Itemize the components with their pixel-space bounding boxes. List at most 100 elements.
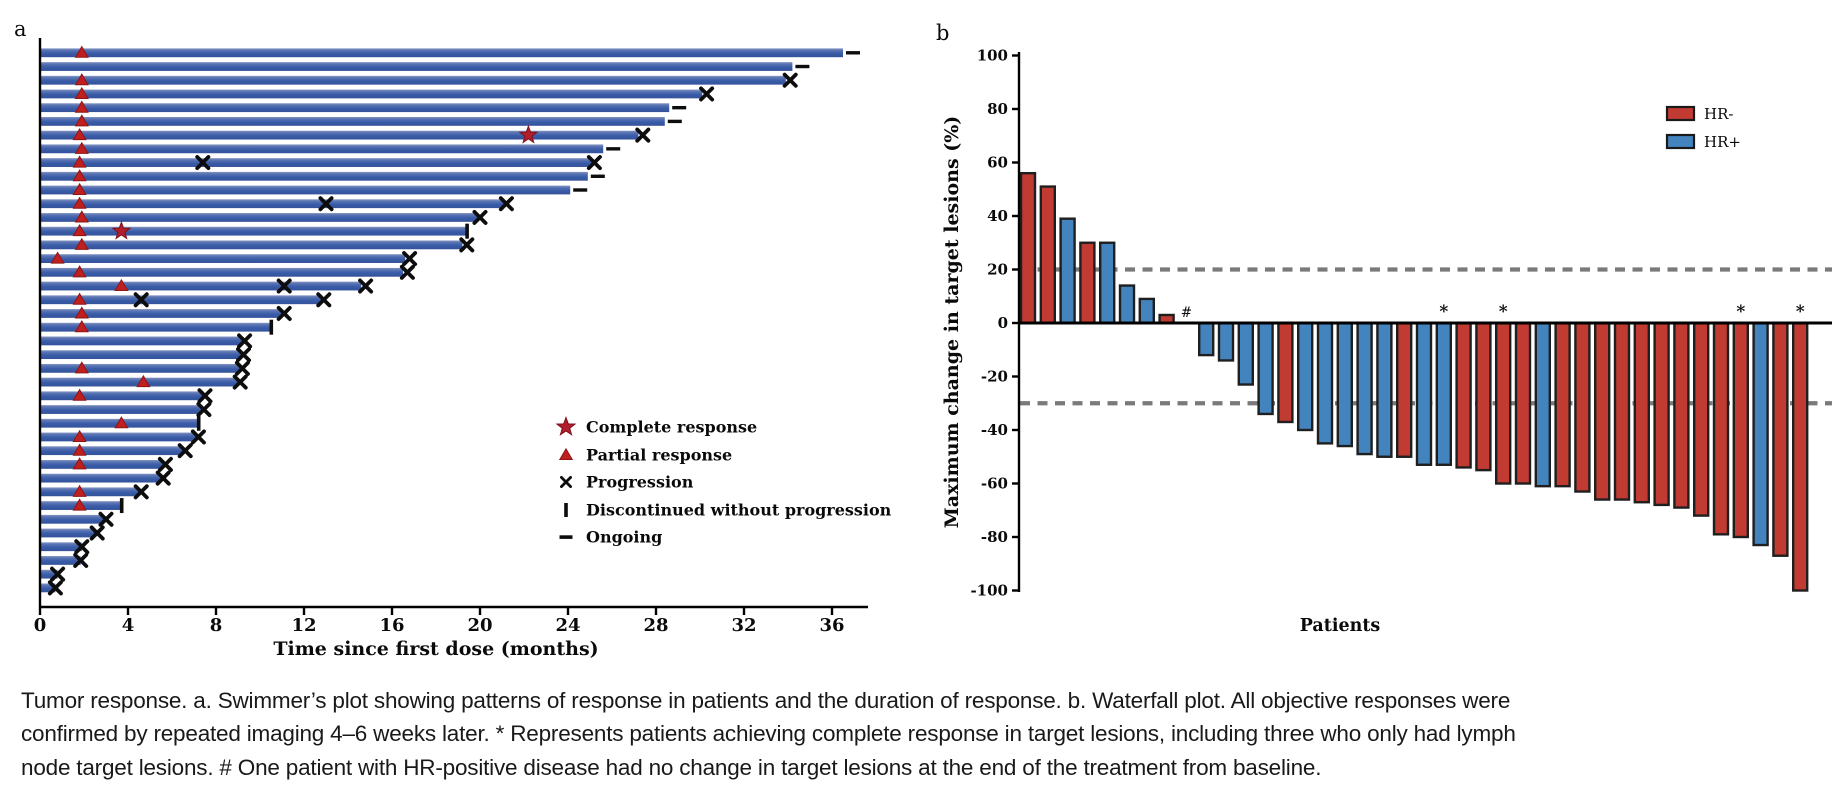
partial-response-triangle-icon bbox=[74, 45, 89, 58]
swimmer-bar bbox=[40, 556, 81, 565]
progression-x-icon bbox=[276, 278, 292, 294]
progression-x-icon bbox=[586, 155, 602, 171]
x-tick-label: 20 bbox=[467, 615, 492, 636]
waterfall-bar bbox=[1455, 321, 1472, 469]
progression-x-icon bbox=[157, 456, 173, 472]
complete-response-asterisk: * bbox=[1796, 302, 1805, 322]
swimmer-bar bbox=[40, 391, 203, 401]
x-tick-label: 28 bbox=[643, 615, 668, 636]
waterfall-bar bbox=[1514, 321, 1532, 485]
waterfall-bar bbox=[1791, 321, 1809, 592]
y-tick-label: 80 bbox=[987, 100, 1008, 118]
swimmer-bar bbox=[40, 569, 58, 579]
waterfall-bar bbox=[1079, 241, 1096, 325]
waterfall-bar bbox=[1019, 171, 1037, 325]
swimmer-bar bbox=[40, 377, 238, 387]
panel-b-label: b bbox=[936, 21, 949, 45]
swimmer-bar bbox=[40, 309, 282, 318]
progression-x-icon bbox=[635, 127, 651, 143]
progression-x-icon bbox=[402, 251, 418, 267]
progression-x-icon bbox=[399, 264, 415, 280]
waterfall-bar bbox=[1316, 321, 1334, 445]
swimmer-bar bbox=[40, 103, 670, 113]
swimmer-bar bbox=[40, 226, 467, 236]
caption-line: Tumor response. a. Swimmer’s plot showin… bbox=[21, 688, 1511, 713]
x-tick-label: 36 bbox=[819, 615, 844, 636]
swimmer-bar bbox=[40, 446, 183, 456]
progression-x-icon bbox=[50, 566, 66, 582]
progression-x-icon bbox=[276, 305, 292, 321]
waterfall-bar bbox=[1534, 321, 1552, 488]
waterfall-bar bbox=[1118, 284, 1136, 325]
ongoing-dash-icon bbox=[795, 64, 810, 69]
swimmer-legend-label: Complete response bbox=[586, 418, 757, 437]
y-tick-label: 100 bbox=[977, 47, 1008, 65]
swimmer-bar bbox=[40, 199, 505, 209]
x-tick-label: 8 bbox=[210, 615, 223, 636]
y-tick-label: -100 bbox=[970, 582, 1008, 600]
complete-response-star-icon bbox=[555, 416, 577, 436]
y-tick-label: 0 bbox=[998, 314, 1008, 332]
progression-x-icon bbox=[89, 525, 105, 541]
waterfall-x-axis-title: Patients bbox=[1300, 616, 1381, 636]
partial-response-triangle-icon bbox=[74, 306, 89, 319]
x-tick-label: 16 bbox=[379, 615, 404, 636]
partial-response-triangle-icon bbox=[74, 141, 89, 154]
waterfall-bar bbox=[1772, 321, 1789, 557]
swimmer-bar bbox=[40, 48, 843, 58]
swimmer-bar bbox=[40, 487, 139, 497]
swimmer-bar bbox=[40, 213, 478, 222]
progression-x-icon bbox=[237, 333, 253, 349]
waterfall-bar bbox=[1059, 217, 1076, 325]
tumor-response-figure: a 0 4 8 12 16 20 24 28 32 36 Time since first dose … bbox=[14, 17, 1832, 660]
partial-response-triangle-icon bbox=[74, 320, 89, 333]
x-tick-label: 0 bbox=[34, 615, 47, 636]
partial-response-triangle-icon bbox=[72, 443, 87, 456]
swimmer-bar bbox=[40, 528, 95, 538]
waterfall-legend-swatch bbox=[1665, 105, 1696, 122]
partial-response-triangle-icon bbox=[74, 237, 89, 250]
waterfall-bar bbox=[1415, 321, 1433, 466]
x-tick-label: 12 bbox=[291, 615, 316, 636]
partial-response-triangle-icon bbox=[558, 447, 574, 461]
swimmer-bar bbox=[40, 350, 242, 360]
ongoing-dash-icon bbox=[606, 147, 621, 151]
no-change-hash: # bbox=[1181, 305, 1192, 321]
swimmer-x-axis-title: Time since first dose (months) bbox=[273, 638, 598, 660]
y-tick-label: -20 bbox=[981, 368, 1008, 386]
partial-response-triangle-icon bbox=[72, 292, 87, 305]
swimmer-legend-label: Ongoing bbox=[586, 528, 662, 547]
x-tick-label: 32 bbox=[731, 615, 756, 636]
partial-response-triangle-icon bbox=[114, 416, 129, 429]
progression-x-icon bbox=[235, 347, 252, 363]
swimmer-bar bbox=[40, 267, 403, 277]
swimmer-plot-panel: a 0 4 8 12 16 20 24 28 32 36 Time since first dose … bbox=[14, 17, 892, 660]
waterfall-bar bbox=[1296, 321, 1314, 432]
swimmer-bar bbox=[40, 62, 793, 71]
y-tick-label: -80 bbox=[981, 528, 1008, 546]
y-tick-label: -60 bbox=[981, 475, 1008, 493]
waterfall-bar bbox=[1752, 321, 1769, 547]
swimmer-bar bbox=[40, 75, 786, 85]
complete-response-star-icon bbox=[518, 124, 539, 144]
partial-response-triangle-icon bbox=[72, 224, 87, 237]
waterfall-bar bbox=[1257, 321, 1274, 416]
swimmer-bar bbox=[40, 158, 593, 167]
progression-x-icon bbox=[316, 292, 332, 308]
waterfall-bar bbox=[1554, 321, 1571, 488]
y-tick-label: 20 bbox=[987, 261, 1008, 279]
waterfall-legend-label: HR- bbox=[1704, 105, 1733, 123]
waterfall-bar bbox=[1692, 321, 1710, 517]
discontinued-bar-icon bbox=[269, 319, 274, 335]
waterfall-bar bbox=[1237, 321, 1255, 386]
ongoing-dash-icon bbox=[846, 51, 860, 55]
progression-x-icon bbox=[74, 539, 90, 555]
swimmer-bar bbox=[40, 240, 463, 250]
progression-x-icon bbox=[196, 402, 212, 418]
progression-x-icon bbox=[195, 155, 211, 171]
swimmer-bar bbox=[40, 542, 82, 552]
swimmer-bar bbox=[40, 281, 362, 291]
y-tick-label: 40 bbox=[987, 207, 1008, 225]
x-tick-label: 24 bbox=[555, 615, 580, 636]
